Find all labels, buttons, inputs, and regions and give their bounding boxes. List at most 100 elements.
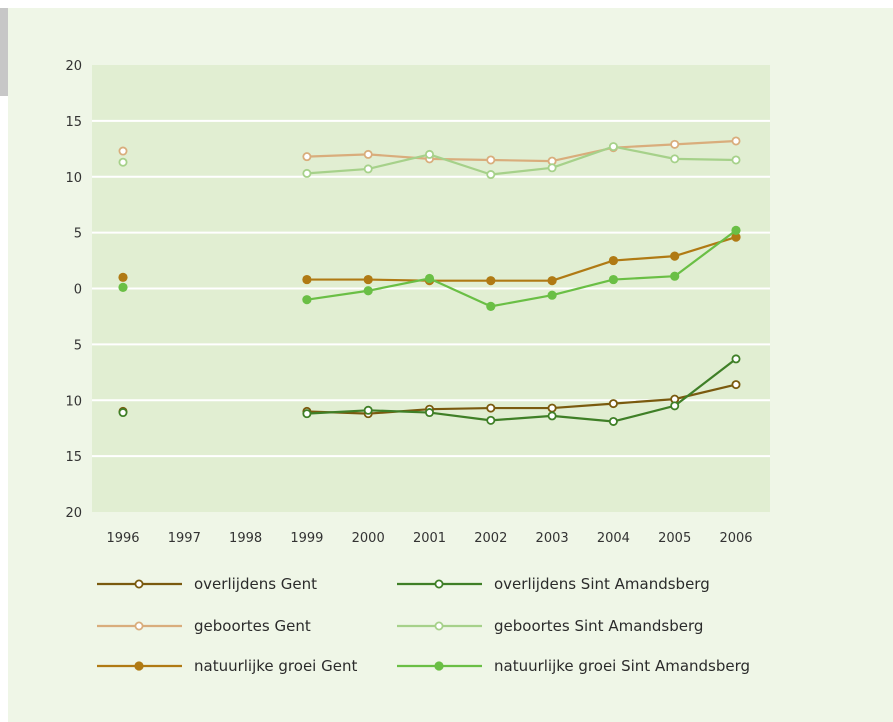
data-point [670, 271, 680, 281]
data-point [302, 295, 312, 305]
legend-item: geboortes Sint Amandsberg [397, 617, 703, 635]
y-tick-label: 15 [65, 450, 82, 465]
legend-marker [434, 621, 444, 631]
data-point [302, 152, 312, 162]
series-line [306, 145, 737, 176]
x-tick-label: 1996 [106, 531, 139, 546]
data-point [363, 405, 373, 415]
data-point [118, 408, 128, 418]
x-tick-label: 1999 [290, 531, 323, 546]
series-line [306, 236, 737, 282]
legend-label: natuurlijke groei Gent [194, 657, 357, 675]
data-point [731, 136, 741, 146]
legend-item: geboortes Gent [97, 617, 311, 635]
y-tick-label: 5 [74, 338, 82, 353]
x-tick-label: 2004 [597, 531, 630, 546]
data-point [118, 272, 128, 282]
legend-marker [434, 661, 444, 671]
legend-marker [134, 661, 144, 671]
x-tick-label: 2001 [413, 531, 446, 546]
legend-label: overlijdens Sint Amandsberg [494, 575, 710, 593]
data-point [118, 282, 128, 292]
series-line [306, 229, 737, 308]
series-line [306, 358, 737, 423]
data-point [608, 399, 618, 409]
y-tick-label: 20 [65, 506, 82, 521]
legend-item: natuurlijke groei Sint Amandsberg [397, 657, 750, 675]
y-tick-label: 10 [65, 171, 82, 186]
legend-item: overlijdens Gent [97, 575, 317, 593]
data-point [731, 232, 741, 242]
data-point [302, 168, 312, 178]
y-tick-label: 5 [74, 227, 82, 242]
data-point [608, 416, 618, 426]
data-point [547, 411, 557, 421]
data-point [486, 403, 496, 413]
legend-marker [134, 579, 144, 589]
edge-tab [0, 8, 8, 96]
legend-marker [134, 621, 144, 631]
data-point [547, 163, 557, 173]
series-5 [118, 225, 741, 311]
y-tick-label: 15 [65, 115, 82, 130]
gridlines [92, 119, 770, 458]
data-point [363, 149, 373, 159]
data-point [486, 155, 496, 165]
legend-item: overlijdens Sint Amandsberg [397, 575, 710, 593]
series-line [306, 139, 737, 163]
x-axis-tick-labels: 1996 1997 1998 1999 2000 2001 2002 2003 2004 2005… [106, 531, 752, 546]
legend-label: geboortes Gent [194, 617, 311, 635]
data-point [424, 408, 434, 418]
data-point [486, 276, 496, 286]
data-point [608, 255, 619, 266]
data-point [670, 401, 680, 411]
data-point [118, 157, 128, 167]
data-point [424, 149, 434, 159]
data-point [670, 251, 680, 261]
data-point [731, 380, 741, 390]
y-tick-label: 0 [74, 283, 82, 298]
legend-marker [434, 579, 444, 589]
data-point [670, 154, 680, 164]
data-point [731, 225, 741, 235]
data-point [731, 155, 741, 165]
data-point [731, 354, 741, 364]
data-point [363, 286, 373, 296]
legend: overlijdens Gent overlijdens Sint Amandsb… [97, 575, 750, 675]
data-point [486, 170, 496, 180]
series-3 [118, 142, 741, 180]
legend-item: natuurlijke groei Gent [97, 657, 357, 675]
y-tick-label: 10 [65, 394, 82, 409]
data-point [363, 274, 373, 285]
legend-label: overlijdens Gent [194, 575, 317, 593]
data-point [547, 276, 557, 286]
data-point [118, 146, 128, 156]
data-point [302, 274, 312, 285]
y-tick-label: 20 [65, 59, 82, 74]
series-2 [118, 136, 741, 166]
data-point [363, 164, 373, 174]
data-point [670, 139, 680, 149]
x-tick-label: 2000 [352, 531, 385, 546]
series-group [118, 136, 741, 426]
data-point [424, 273, 435, 284]
series-line [306, 383, 737, 415]
data-point [608, 274, 619, 285]
y-axis-tick-labels: 20 15 10 5 0 5 10 15 20 [65, 59, 82, 521]
data-point [486, 301, 496, 311]
data-point [486, 415, 496, 425]
x-tick-label: 1998 [229, 531, 262, 546]
x-tick-label: 2006 [719, 531, 752, 546]
data-point [608, 142, 618, 152]
x-tick-label: 2005 [658, 531, 691, 546]
x-tick-label: 1997 [168, 531, 201, 546]
legend-label: geboortes Sint Amandsberg [494, 617, 703, 635]
x-tick-label: 2003 [536, 531, 569, 546]
x-tick-label: 2002 [474, 531, 507, 546]
data-point [547, 290, 557, 300]
data-point [302, 409, 312, 419]
legend-label: natuurlijke groei Sint Amandsberg [494, 657, 750, 675]
series-1 [118, 354, 741, 426]
data-point [547, 403, 557, 413]
